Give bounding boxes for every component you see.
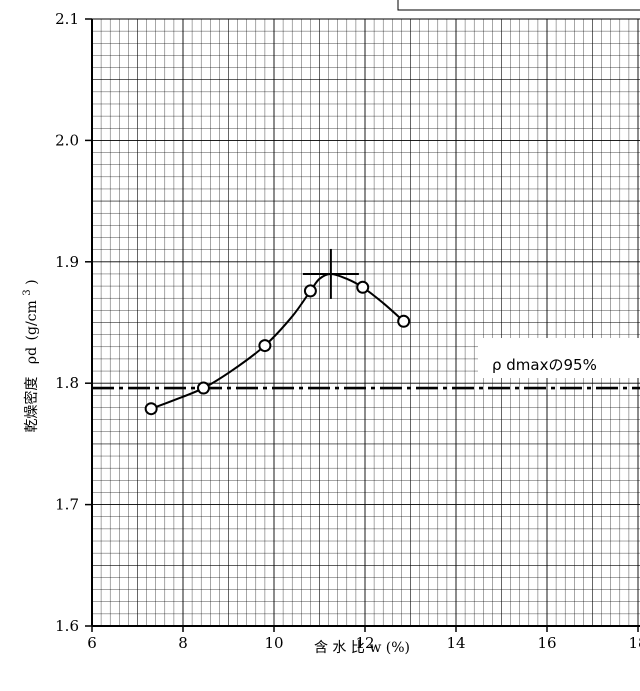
x-tick-label: 8: [178, 634, 188, 652]
data-point: [196, 381, 210, 395]
y-tick-label: 1.7: [55, 496, 79, 514]
x-axis-label: 含 水 比 w (%): [314, 640, 410, 656]
y-axis-label-main: 乾燥密度: [23, 377, 40, 433]
peak-marker: [302, 248, 359, 299]
y-tick-label: 1.6: [55, 617, 79, 635]
y-tick-label: 1.8: [55, 374, 79, 392]
data-point: [356, 280, 370, 294]
axes: [85, 18, 640, 632]
y-axis-label: 乾燥密度 ρd (g/cm 3 ): [18, 279, 40, 432]
reference-label-background: [478, 338, 640, 378]
data-point: [258, 339, 272, 353]
x-tick-label: 6: [87, 634, 97, 652]
data-point: [303, 284, 317, 298]
x-tick-label: 18: [628, 634, 640, 652]
data-point: [144, 402, 158, 416]
x-tick-label: 10: [264, 634, 283, 652]
x-tick-label: 12: [355, 634, 374, 652]
x-tick-labels: 6 8 10 12 14 16 18: [87, 634, 640, 652]
data-point: [397, 314, 411, 328]
y-tick-label: 2.0: [55, 131, 79, 149]
y-axis-label-unit: (g/cm: [24, 300, 40, 340]
y-axis-label-exponent: 3: [22, 289, 33, 295]
y-axis-label-close: ): [24, 279, 40, 284]
data-points: [144, 280, 411, 416]
y-tick-labels: 1.6 1.7 1.8 1.9 2.0 2.1: [55, 10, 79, 635]
y-axis-label-symbol: ρd: [24, 347, 40, 364]
reference-line-label: ρ dmaxの95%: [492, 356, 597, 374]
y-tick-label: 2.1: [55, 10, 79, 28]
x-tick-label: 14: [446, 634, 465, 652]
legend-box-fragment: [397, 0, 640, 11]
x-tick-label: 16: [537, 634, 556, 652]
y-tick-label: 1.9: [55, 253, 79, 271]
grid: [91, 18, 640, 627]
